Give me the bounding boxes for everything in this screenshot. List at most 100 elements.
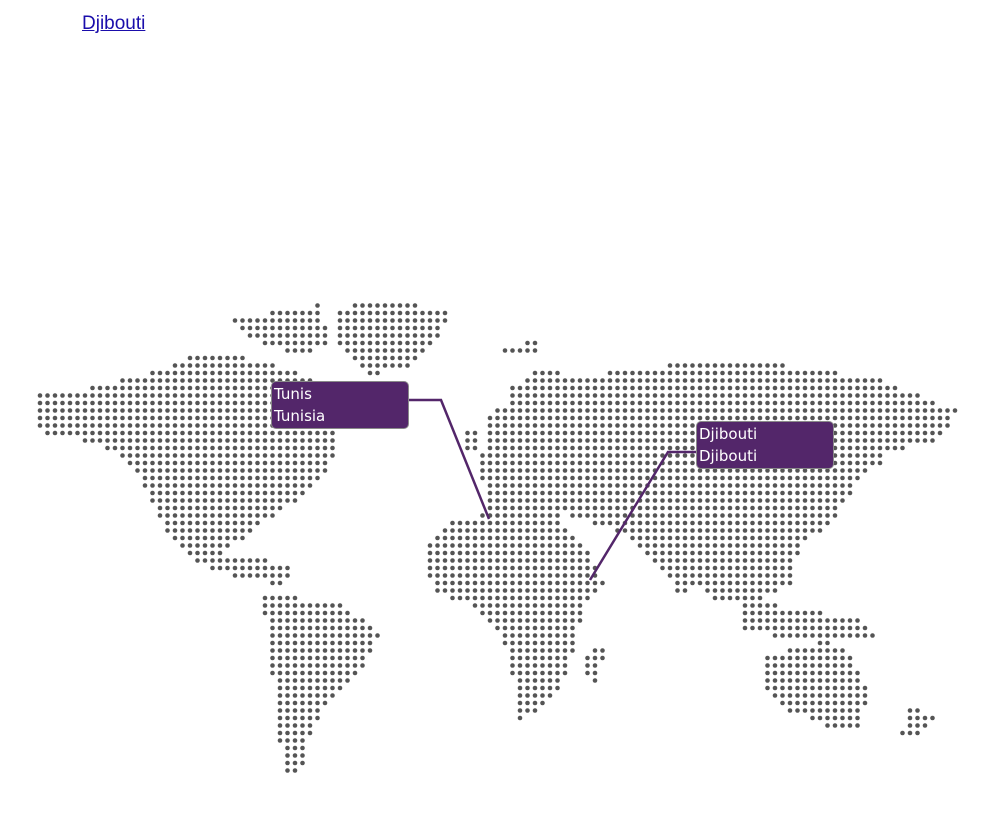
map-dot <box>465 520 470 526</box>
map-dot <box>517 700 523 706</box>
map-dot <box>705 483 710 488</box>
map-dot <box>502 528 508 533</box>
map-dot <box>735 565 740 571</box>
map-dot <box>142 430 148 436</box>
map-dot <box>690 505 695 511</box>
map-dot <box>607 475 613 481</box>
map-dot <box>277 610 283 616</box>
map-dot <box>570 400 575 406</box>
map-dot <box>637 543 643 548</box>
map-dot <box>510 438 515 443</box>
map-dot <box>592 475 598 481</box>
map-dot <box>435 543 440 548</box>
map-dot <box>660 453 665 458</box>
map-dot <box>232 505 238 511</box>
map-dot <box>585 573 590 578</box>
map-dot <box>922 400 928 406</box>
map-dot <box>525 618 530 623</box>
map-dot <box>630 528 635 533</box>
map-dot <box>907 408 913 413</box>
map-dot <box>877 438 883 443</box>
map-dot <box>750 535 755 541</box>
map-dot <box>232 558 238 563</box>
map-dot <box>217 513 223 518</box>
map-dot <box>772 408 778 413</box>
map-dot <box>615 513 620 518</box>
map-dot <box>502 543 508 548</box>
map-dot <box>787 498 793 503</box>
map-dot <box>652 535 658 541</box>
map-dot <box>585 378 590 383</box>
map-dot <box>525 378 530 383</box>
marker-tooltip-djibouti[interactable]: Djibouti Djibouti <box>696 421 834 469</box>
map-dot <box>247 483 253 488</box>
map-dot <box>217 520 223 526</box>
map-dot <box>930 438 935 443</box>
map-dot <box>555 588 560 593</box>
map-dot <box>480 573 485 578</box>
map-dot <box>652 385 658 391</box>
map-dot <box>277 580 283 586</box>
map-dot <box>285 648 290 653</box>
map-dot <box>210 490 215 496</box>
map-dot <box>720 580 725 586</box>
map-dot <box>127 453 133 458</box>
map-dot <box>600 498 605 503</box>
map-dot <box>397 303 403 308</box>
map-dot <box>697 378 703 383</box>
map-dot <box>817 408 823 413</box>
map-dot <box>255 415 260 421</box>
map-dot <box>780 475 785 481</box>
map-dot <box>607 415 613 421</box>
map-dot <box>765 580 770 586</box>
map-dot <box>195 550 200 556</box>
map-dot <box>187 355 193 361</box>
map-dot <box>795 400 800 406</box>
map-dot <box>165 438 170 443</box>
map-dot <box>262 408 268 413</box>
map-dot <box>570 483 575 488</box>
map-dot <box>487 595 493 601</box>
map-dot <box>840 625 845 631</box>
map-dot <box>157 400 163 406</box>
map-dot <box>285 483 290 488</box>
map-dot <box>847 655 853 661</box>
map-dot <box>75 430 80 436</box>
map-dot <box>592 460 598 466</box>
city-link[interactable]: Djibouti <box>82 13 146 34</box>
map-dot <box>517 460 523 466</box>
map-dot <box>615 468 620 473</box>
map-dot <box>532 513 538 518</box>
map-dot <box>277 730 283 736</box>
map-dot <box>142 423 148 428</box>
map-dot <box>277 573 283 578</box>
map-dot <box>292 633 298 638</box>
map-dot <box>540 670 545 676</box>
marker-tooltip-tunis[interactable]: Tunis Tunisia <box>271 381 409 429</box>
map-dot <box>585 595 590 601</box>
map-dot <box>307 340 313 346</box>
map-dot <box>315 693 320 698</box>
map-dot <box>787 385 793 391</box>
map-dot <box>855 393 860 398</box>
map-dot <box>517 618 523 623</box>
map-dot <box>825 415 830 421</box>
map-dot <box>615 423 620 428</box>
map-dot <box>915 415 920 421</box>
map-dot <box>217 460 223 466</box>
map-dot <box>742 588 748 593</box>
map-dot <box>637 460 643 466</box>
map-dot <box>112 415 118 421</box>
map-dot <box>630 453 635 458</box>
map-dot <box>540 640 545 646</box>
map-dot <box>757 393 763 398</box>
map-dot <box>772 603 778 608</box>
map-dot <box>540 498 545 503</box>
map-dot <box>877 460 883 466</box>
map-dot <box>255 408 260 413</box>
map-dot <box>157 513 163 518</box>
map-dot <box>817 378 823 383</box>
map-dot <box>720 573 725 578</box>
map-dot <box>847 445 853 451</box>
map-dot <box>532 438 538 443</box>
